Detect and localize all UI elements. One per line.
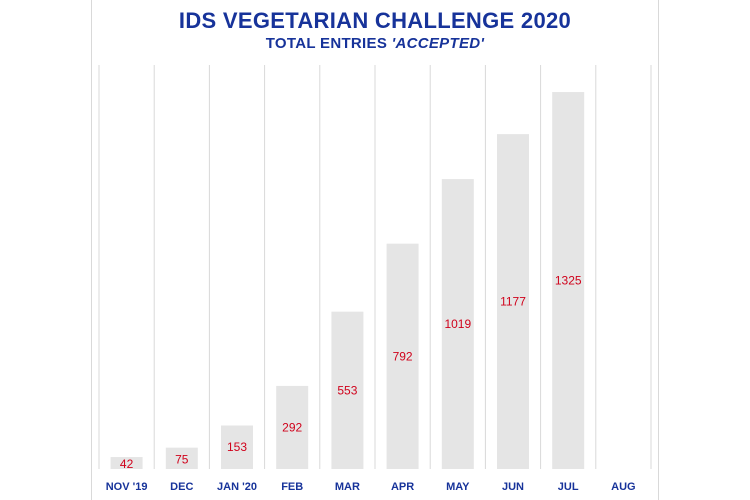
value-label-8: 1325 [555,274,582,288]
subtitle-prefix: TOTAL ENTRIES [265,35,392,52]
bars [110,92,585,470]
bar-2 [221,425,253,469]
x-tick-label-5: APR [391,481,414,493]
x-tick-label-4: MAR [335,481,360,493]
x-axis-labels: NOV '19 DEC JAN '20 FEB MAR APR MAY JUN JUL AUG [106,481,636,493]
bar-6 [441,179,474,469]
value-label-1: 75 [175,452,189,466]
bar-3 [276,385,309,469]
value-label-4: 553 [337,383,357,397]
value-label-7: 1177 [500,295,526,309]
x-tick-label-7: JUN [502,481,524,493]
x-tick-label-8: JUL [558,481,579,493]
x-tick-label-1: DEC [170,481,193,493]
value-label-0: 42 [120,457,134,471]
bar-5 [386,243,419,469]
gridlines [98,65,652,469]
x-tick-label-9: AUG [611,481,635,493]
bar-4 [331,311,364,469]
value-label-6: 1019 [444,317,471,331]
chart-subtitle: TOTAL ENTRIES 'ACCEPTED' [0,35,750,52]
value-label-5: 792 [393,349,413,363]
x-tick-label-2: JAN '20 [217,481,257,493]
chart-frame [91,0,659,500]
value-labels: 42 75 153 292 553 792 1019 1177 1325 [120,274,582,472]
value-label-3: 292 [282,420,302,434]
bar-0 [110,457,143,469]
bar-7 [497,134,529,470]
bar-1 [165,447,198,469]
x-tick-label-6: MAY [446,481,470,493]
chart-title: IDS VEGETARIAN CHALLENGE 2020 [178,8,572,33]
x-tick-label-0: NOV '19 [106,481,148,493]
value-label-2: 153 [227,440,247,454]
x-tick-label-3: FEB [281,481,303,493]
subtitle-emphasis: 'ACCEPTED' [391,35,485,52]
bar-8 [552,92,585,469]
